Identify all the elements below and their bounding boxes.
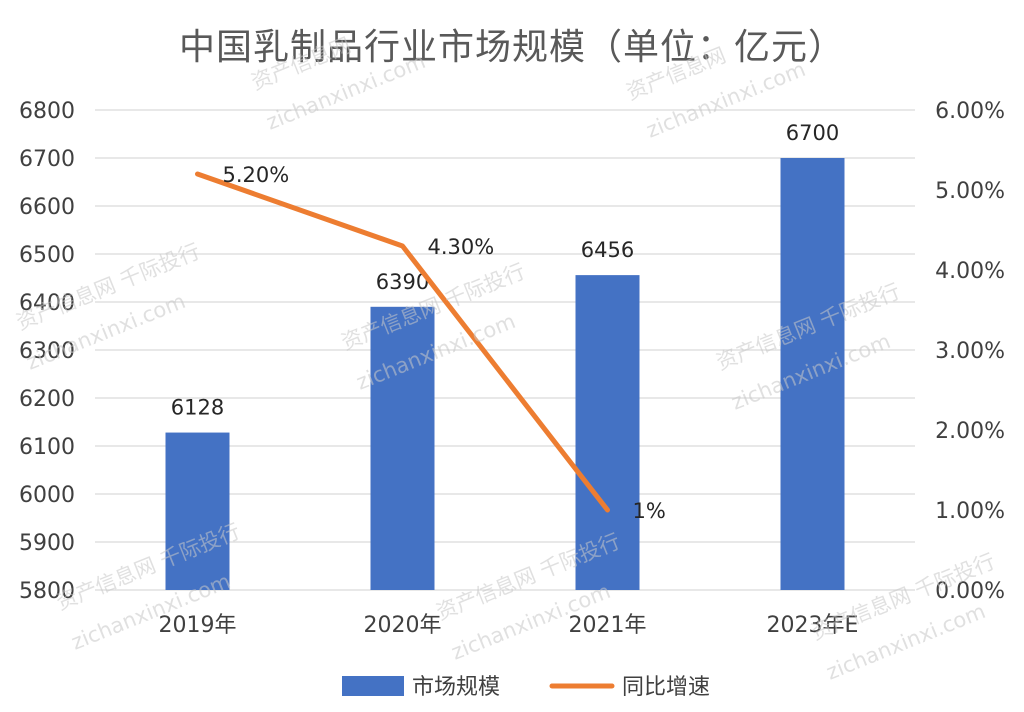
y-left-tick-label: 6000 [19,483,75,508]
y-right-tick-label: 0.00% [935,579,1005,604]
line-data-label: 5.20% [223,163,290,187]
bar [165,432,230,590]
y-right-tick-label: 5.00% [935,179,1005,204]
bar-data-label: 6456 [581,238,634,262]
y-left-tick-label: 6700 [19,147,75,172]
line-data-label: 4.30% [428,235,495,259]
x-tick-label: 2020年 [364,613,442,638]
legend-swatch-bar [342,676,404,696]
legend-label-bar: 市场规模 [412,675,500,700]
x-tick-label: 2021年 [569,613,647,638]
y-left-tick-label: 6800 [19,99,75,124]
x-tick-label: 2023年E [767,613,859,638]
bar-data-label: 6128 [171,396,224,420]
chart-title: 中国乳制品行业市场规模（单位：亿元） [178,27,845,68]
bar [575,275,640,590]
line-data-label: 1% [633,499,666,523]
y-right-tick-label: 3.00% [935,339,1005,364]
y-left-tick-label: 6600 [19,195,75,220]
bar [780,158,845,590]
line-series [195,171,610,513]
y-left-tick-label: 6300 [19,339,75,364]
y-right-tick-label: 6.00% [935,99,1005,124]
y-left-tick-label: 6100 [19,435,75,460]
x-tick-label: 2019年 [159,613,237,638]
y-right-tick-label: 2.00% [935,419,1005,444]
legend-label-line: 同比增速 [622,675,710,700]
bar [370,306,435,590]
bar-data-label: 6700 [786,121,839,145]
y-left-tick-label: 5900 [19,531,75,556]
y-right-tick-label: 1.00% [935,499,1005,524]
y-left-tick-label: 5800 [19,579,75,604]
y-left-tick-label: 6500 [19,243,75,268]
y-right-tick-label: 4.00% [935,259,1005,284]
y-left-tick-label: 6400 [19,291,75,316]
y-left-tick-label: 6200 [19,387,75,412]
bar-data-label: 6390 [376,270,429,294]
